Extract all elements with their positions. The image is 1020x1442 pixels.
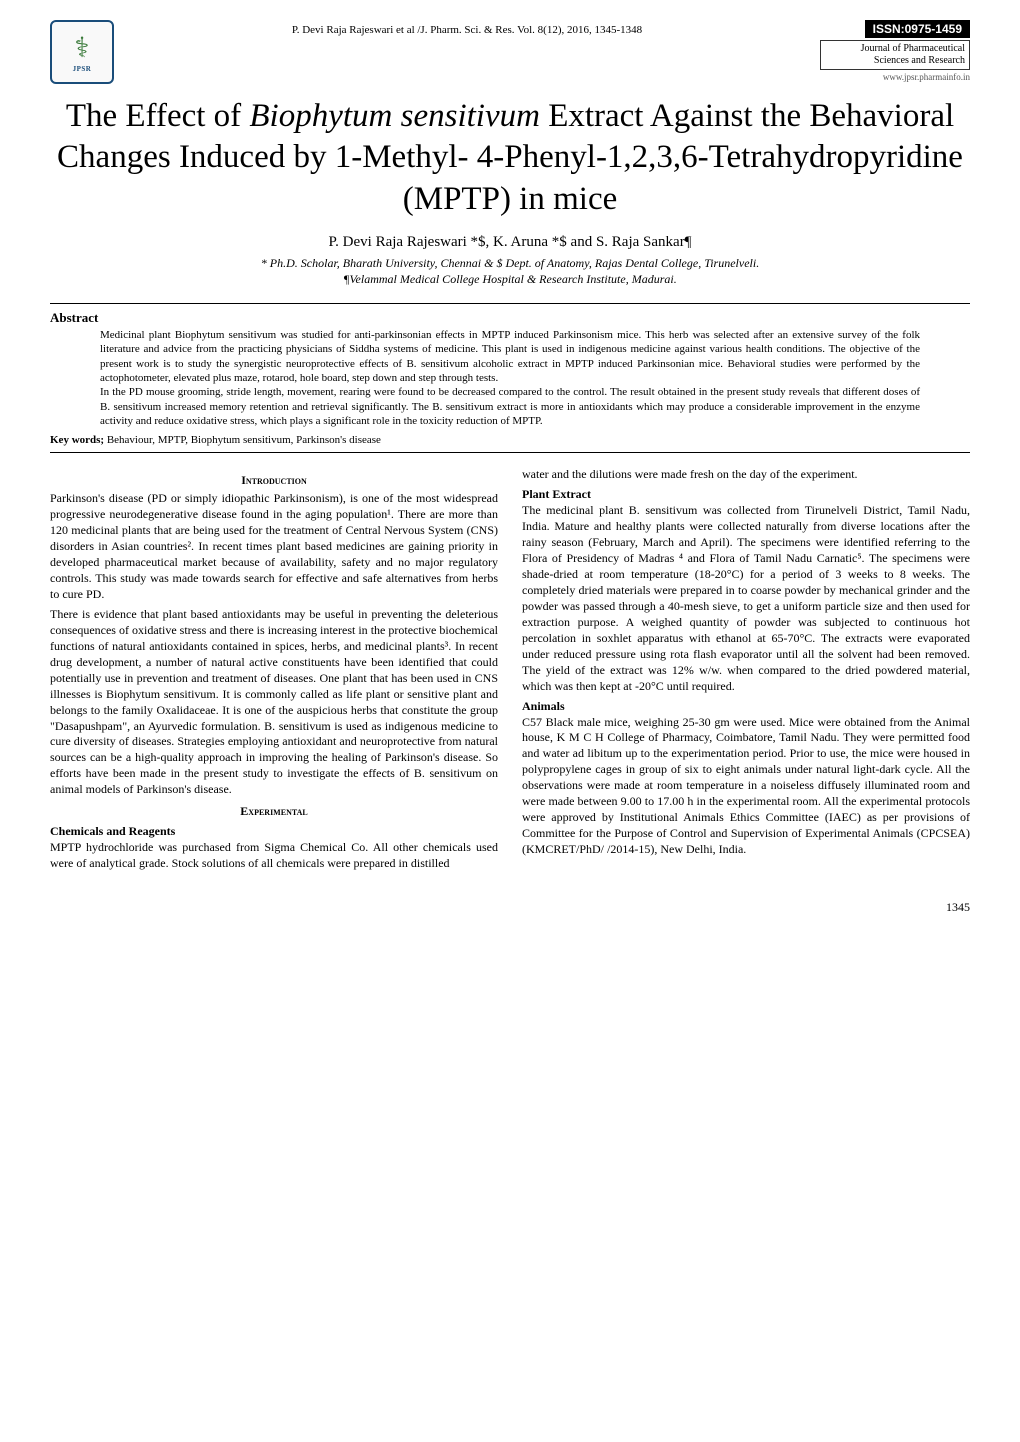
experimental-head: Experimental xyxy=(50,804,498,820)
left-column: Introduction Parkinson's disease (PD or … xyxy=(50,467,498,876)
abstract-p1: Medicinal plant Biophytum sensitivum was… xyxy=(100,328,920,385)
animals-p1: C57 Black male mice, weighing 25-30 gm w… xyxy=(522,715,970,859)
animals-head: Animals xyxy=(522,699,970,715)
journal-name-line2: Sciences and Research xyxy=(825,55,965,67)
chemicals-p1b: water and the dilutions were made fresh … xyxy=(522,467,970,483)
running-header: ⚕ JPSR P. Devi Raja Rajeswari et al /J. … xyxy=(50,20,970,84)
intro-p2: There is evidence that plant based antio… xyxy=(50,607,498,798)
chemicals-p1a: MPTP hydrochloride was purchased from Si… xyxy=(50,840,498,872)
plant-head: Plant Extract xyxy=(522,487,970,503)
plant-p1: The medicinal plant B. sensitivum was co… xyxy=(522,503,970,694)
divider-top xyxy=(50,303,970,304)
abstract-p2: In the PD mouse grooming, stride length,… xyxy=(100,385,920,428)
paper-title: The Effect of Biophytum sensitivum Extra… xyxy=(50,96,970,220)
title-pre: The Effect of xyxy=(66,98,250,134)
journal-name-line1: Journal of Pharmaceutical xyxy=(825,43,965,55)
title-species: Biophytum sensitivum xyxy=(249,98,540,134)
affil-line1: * Ph.D. Scholar, Bharath University, Che… xyxy=(50,255,970,271)
affiliations: * Ph.D. Scholar, Bharath University, Che… xyxy=(50,255,970,287)
two-column-body: Introduction Parkinson's disease (PD or … xyxy=(50,467,970,876)
page-number: 1345 xyxy=(50,900,970,915)
intro-head: Introduction xyxy=(50,473,498,489)
affil-line2: ¶Velammal Medical College Hospital & Res… xyxy=(50,271,970,287)
intro-p1: Parkinson's disease (PD or simply idiopa… xyxy=(50,491,498,603)
caduceus-icon: ⚕ xyxy=(74,31,89,65)
authors-line: P. Devi Raja Rajeswari *$, K. Aruna *$ a… xyxy=(50,234,970,251)
keywords-text: Behaviour, MPTP, Biophytum sensitivum, P… xyxy=(104,434,381,446)
logo-text: JPSR xyxy=(73,65,92,73)
abstract-label: Abstract xyxy=(50,310,970,326)
journal-logo: ⚕ JPSR xyxy=(50,20,114,84)
right-column: water and the dilutions were made fresh … xyxy=(522,467,970,876)
divider-bottom xyxy=(50,452,970,453)
journal-id-block: ISSN:0975-1459 Journal of Pharmaceutical… xyxy=(820,20,970,82)
abstract-body: Medicinal plant Biophytum sensitivum was… xyxy=(50,328,970,428)
chemicals-head: Chemicals and Reagents xyxy=(50,824,498,840)
journal-name-box: Journal of Pharmaceutical Sciences and R… xyxy=(820,40,970,70)
running-citation: P. Devi Raja Rajeswari et al /J. Pharm. … xyxy=(114,20,820,36)
keywords: Key words; Behaviour, MPTP, Biophytum se… xyxy=(50,434,970,446)
keywords-label: Key words; xyxy=(50,434,104,446)
issn-badge: ISSN:0975-1459 xyxy=(865,20,970,38)
journal-url: www.jpsr.pharmainfo.in xyxy=(820,72,970,82)
